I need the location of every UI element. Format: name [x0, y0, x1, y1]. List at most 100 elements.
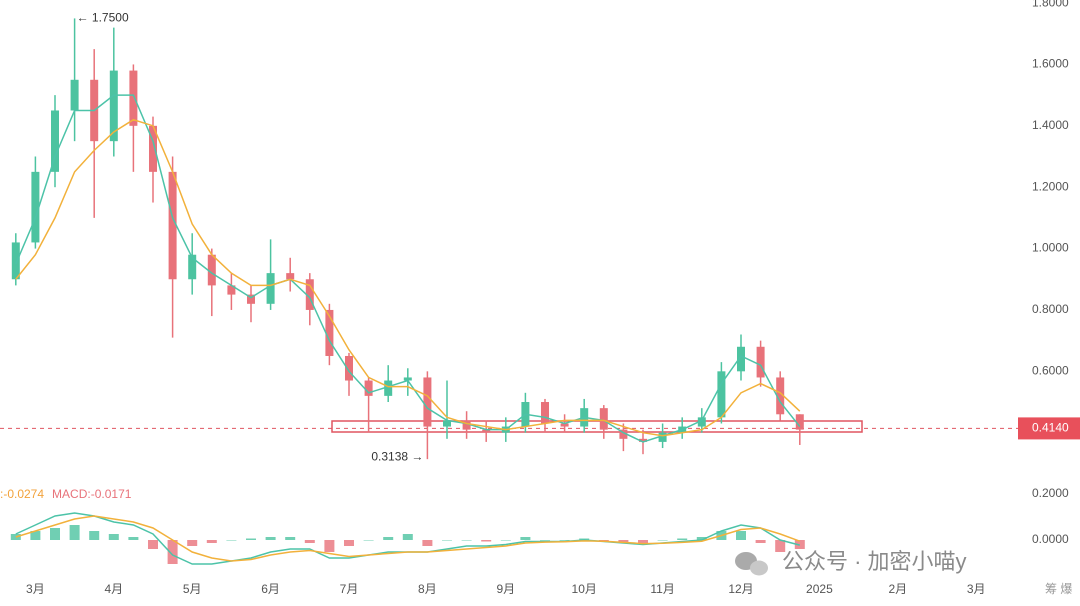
macd-bar — [148, 540, 158, 549]
macd-bar — [638, 540, 648, 543]
macd-bar — [187, 540, 198, 546]
candle-body — [443, 420, 451, 427]
macd-bar — [559, 540, 570, 541]
candle-body — [737, 346, 745, 372]
macd-bar — [461, 540, 472, 541]
x-tick-label: 2月 — [888, 582, 907, 596]
candle-body — [756, 346, 765, 378]
support-zone — [331, 420, 863, 433]
macd-bar — [285, 537, 296, 540]
y-tick-label: 0.6000 — [1032, 363, 1069, 377]
macd-bar — [69, 525, 80, 540]
low-annotation: 0.3138 → — [371, 449, 423, 463]
candle-body — [658, 432, 667, 442]
macd-bar — [520, 537, 531, 540]
y-tick-label: 0.8000 — [1032, 302, 1069, 316]
macd-label: MACD:-0.0171 — [52, 487, 132, 501]
candle-body — [247, 294, 255, 304]
macd-bar — [363, 540, 374, 541]
macd-bar — [265, 537, 276, 540]
candle-body — [560, 423, 569, 427]
macd-bar — [775, 540, 786, 552]
x-tick-label: 6月 — [261, 582, 280, 596]
candle-body — [462, 420, 471, 430]
candle-body — [541, 402, 549, 424]
macd-bar — [246, 538, 256, 540]
candle-body — [776, 377, 785, 415]
x-tick-label: 10月 — [572, 582, 597, 596]
last-price-tag — [1018, 417, 1080, 440]
macd-bar — [481, 540, 492, 542]
macd-bar — [657, 540, 668, 541]
y-tick-label: 1.6000 — [1032, 57, 1069, 71]
candle-body — [149, 125, 157, 172]
macd-bar — [226, 540, 237, 541]
candle-body — [31, 171, 40, 243]
y-tick-label: 1.0000 — [1032, 241, 1069, 255]
candle-body — [697, 417, 706, 427]
macd-bar — [736, 531, 746, 540]
y-tick-label: 0.2000 — [1032, 486, 1069, 500]
candle-body — [639, 438, 647, 442]
macd-bar — [10, 534, 21, 540]
x-tick-label: 2025 — [806, 582, 833, 596]
candle-body — [286, 273, 295, 280]
x-tick-label: 11月 — [650, 582, 674, 596]
corner-text: 筹 爆 — [1045, 582, 1072, 596]
candle-body — [70, 79, 79, 111]
candle-body — [51, 110, 59, 172]
moving-average — [15, 118, 801, 437]
candle-body — [266, 273, 275, 304]
macd-bar — [167, 540, 178, 564]
candle-body — [207, 254, 216, 286]
macd-bar — [50, 528, 60, 540]
macd-bar — [755, 540, 766, 543]
macd-bar — [344, 540, 354, 546]
macd-bar — [442, 540, 452, 541]
high-annotation: ← 1.7500 — [77, 11, 129, 25]
x-tick-label: 5月 — [183, 582, 202, 596]
watermark-icon — [735, 552, 768, 576]
macd-bar — [677, 538, 688, 540]
candle-body — [403, 377, 412, 381]
x-tick-label: 3月 — [967, 582, 986, 596]
macd-bar — [540, 540, 550, 541]
macd-bar — [304, 540, 315, 543]
candle-body — [345, 355, 353, 381]
macd-bar — [128, 537, 139, 540]
candle-body — [129, 70, 138, 126]
candle-body — [717, 371, 726, 418]
macd-bar — [383, 537, 394, 540]
candle-body — [109, 70, 118, 142]
y-tick-label: 1.2000 — [1032, 179, 1069, 193]
macd-bar — [696, 537, 707, 540]
x-tick-label: 12月 — [728, 582, 753, 596]
candle-body — [168, 171, 177, 280]
candle-body — [384, 380, 393, 396]
candle-body — [795, 414, 804, 430]
watermark: 公众号 · 加密小喵y — [782, 549, 967, 574]
macd-bar — [402, 534, 413, 540]
x-tick-label: 9月 — [496, 582, 515, 596]
candle-body — [423, 377, 432, 427]
x-tick-label: 7月 — [340, 582, 359, 596]
candle-body — [599, 408, 608, 430]
macd-bar — [206, 540, 217, 543]
candle-body — [325, 309, 334, 356]
macd-bar — [500, 540, 511, 541]
macd-label: :-0.0274 — [0, 487, 44, 501]
candle-body — [619, 429, 628, 439]
y-tick-label: 1.8000 — [1032, 0, 1069, 9]
macd-bar — [618, 540, 629, 543]
x-tick-label: 8月 — [418, 582, 437, 596]
x-tick-label: 4月 — [104, 582, 123, 596]
candle-body — [364, 380, 373, 396]
y-tick-label: 1.4000 — [1032, 118, 1069, 132]
candle-body — [227, 285, 236, 295]
x-tick-label: 3月 — [26, 582, 45, 596]
macd-bar — [30, 531, 41, 540]
candle-body — [305, 279, 314, 310]
macd-bar — [422, 540, 433, 546]
macd-bar — [324, 540, 335, 552]
